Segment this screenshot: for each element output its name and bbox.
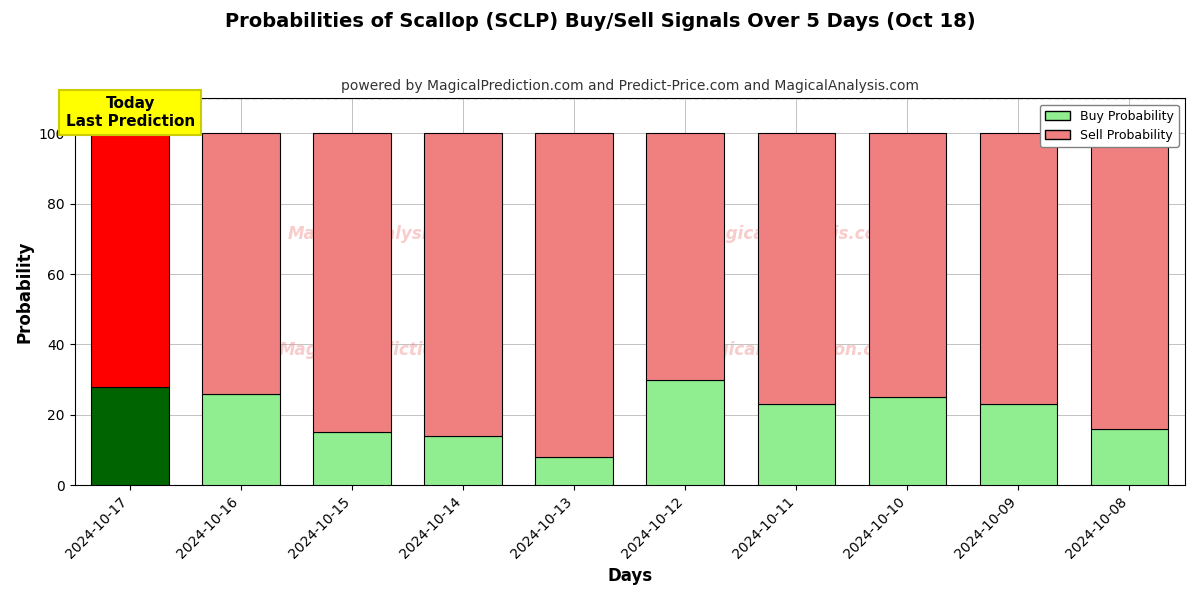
Bar <box>979 133 1057 404</box>
X-axis label: Days: Days <box>607 567 653 585</box>
Bar <box>757 133 835 404</box>
Bar <box>313 433 391 485</box>
Bar <box>425 436 502 485</box>
Text: MagicalPrediction.com: MagicalPrediction.com <box>690 341 902 359</box>
Bar <box>313 133 391 433</box>
Bar <box>1091 133 1169 429</box>
Bar <box>203 394 280 485</box>
Bar <box>203 133 280 394</box>
Bar <box>647 133 725 380</box>
Bar <box>869 397 947 485</box>
Text: Today
Last Prediction: Today Last Prediction <box>66 96 194 128</box>
Bar <box>1091 429 1169 485</box>
Bar <box>91 133 169 386</box>
Bar <box>535 133 613 457</box>
Bar <box>757 404 835 485</box>
Text: Probabilities of Scallop (SCLP) Buy/Sell Signals Over 5 Days (Oct 18): Probabilities of Scallop (SCLP) Buy/Sell… <box>224 12 976 31</box>
Bar <box>647 380 725 485</box>
Bar <box>535 457 613 485</box>
Title: powered by MagicalPrediction.com and Predict-Price.com and MagicalAnalysis.com: powered by MagicalPrediction.com and Pre… <box>341 79 919 93</box>
Bar <box>979 404 1057 485</box>
Bar <box>91 386 169 485</box>
Text: MagicalAnalysis.com: MagicalAnalysis.com <box>288 225 484 243</box>
Text: MagicalPrediction.com: MagicalPrediction.com <box>280 341 492 359</box>
Bar <box>425 133 502 436</box>
Bar <box>869 133 947 397</box>
Legend: Buy Probability, Sell Probability: Buy Probability, Sell Probability <box>1040 104 1178 147</box>
Text: MagicalAnalysis.com: MagicalAnalysis.com <box>698 225 894 243</box>
Y-axis label: Probability: Probability <box>16 241 34 343</box>
